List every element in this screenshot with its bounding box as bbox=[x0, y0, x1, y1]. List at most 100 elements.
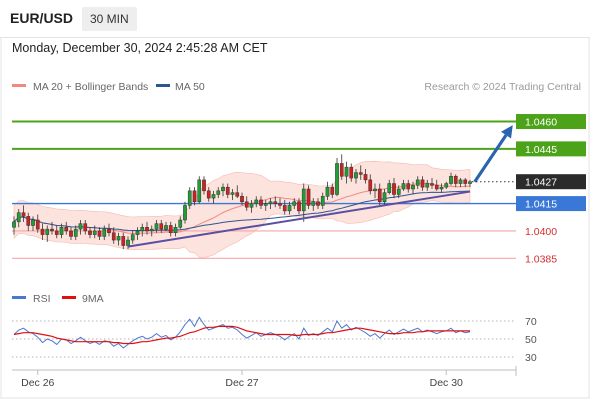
candle-48 bbox=[240, 192, 244, 206]
candle-body bbox=[420, 179, 425, 188]
trendline-layer bbox=[127, 125, 513, 248]
current-price-label: 1.0427 bbox=[525, 177, 557, 189]
candle-81 bbox=[396, 185, 401, 199]
rsi-tick-label-2: 30 bbox=[525, 352, 537, 364]
candle-body bbox=[159, 223, 164, 230]
legend-ma50-label: MA 50 bbox=[175, 81, 205, 93]
candle-body bbox=[278, 203, 282, 206]
candle-71 bbox=[349, 163, 354, 182]
candle-body bbox=[35, 219, 40, 230]
candle-body bbox=[31, 219, 35, 226]
candle-16 bbox=[88, 227, 92, 239]
candle-32 bbox=[164, 221, 168, 231]
candle-body bbox=[192, 190, 197, 203]
candle-4 bbox=[31, 216, 35, 231]
candle-95 bbox=[463, 178, 468, 188]
candle-body bbox=[211, 194, 216, 199]
candle-body bbox=[449, 175, 453, 184]
candle-72 bbox=[354, 168, 358, 184]
candle-body bbox=[164, 225, 168, 230]
candle-59 bbox=[292, 198, 297, 210]
candle-body bbox=[387, 183, 392, 193]
candle-body bbox=[225, 186, 230, 195]
candle-body bbox=[382, 192, 387, 203]
candle-77 bbox=[377, 183, 382, 206]
candle-body bbox=[377, 188, 382, 203]
pivot-label-2: 1.0415 bbox=[525, 199, 557, 211]
timeframe-badge[interactable]: 30 MIN bbox=[82, 7, 137, 31]
support-label-3: 1.0400 bbox=[525, 226, 557, 238]
candle-54 bbox=[268, 198, 273, 210]
rsi-panel: 70 50 30 bbox=[12, 316, 537, 364]
candle-69 bbox=[339, 154, 344, 180]
candle-body bbox=[411, 185, 415, 190]
candle-body bbox=[325, 186, 330, 197]
candle-56 bbox=[278, 198, 282, 210]
candle-body bbox=[311, 201, 316, 206]
x-tick-label-2: Dec 30 bbox=[430, 377, 463, 389]
candle-body bbox=[12, 221, 16, 228]
price-tags: 1.0460 1.0445 1.0415 1.0400 1.0385 1.0427 bbox=[472, 114, 586, 265]
candle-body bbox=[301, 188, 306, 212]
candle-84 bbox=[411, 181, 415, 195]
candle-body bbox=[297, 201, 301, 212]
candle-body bbox=[468, 181, 472, 184]
candle-44 bbox=[221, 183, 225, 197]
candle-21 bbox=[111, 227, 116, 244]
candle-body bbox=[439, 186, 444, 190]
candle-42 bbox=[211, 190, 216, 204]
candle-body bbox=[197, 179, 202, 203]
candle-80 bbox=[392, 178, 396, 199]
candle-88 bbox=[430, 178, 434, 189]
candle-body bbox=[59, 227, 64, 235]
candle-body bbox=[88, 230, 92, 235]
candle-17 bbox=[92, 225, 97, 239]
candle-9 bbox=[54, 225, 59, 239]
candle-52 bbox=[259, 196, 263, 210]
rsi-line bbox=[13, 316, 471, 349]
candle-67 bbox=[330, 183, 335, 199]
candle-body bbox=[216, 190, 221, 195]
symbol-title: EUR/USD bbox=[10, 10, 74, 26]
candle-body bbox=[21, 212, 26, 217]
candle-body bbox=[287, 205, 292, 212]
candle-76 bbox=[373, 183, 377, 199]
candle-body bbox=[45, 228, 50, 235]
rsi-tick-label-1: 50 bbox=[525, 334, 537, 346]
bollinger-band-area bbox=[13, 160, 471, 259]
candle-body bbox=[368, 179, 373, 192]
candle-body bbox=[415, 179, 420, 186]
candle-36 bbox=[183, 201, 187, 224]
candle-50 bbox=[249, 199, 254, 213]
candle-body bbox=[282, 205, 287, 212]
candle-body bbox=[406, 183, 411, 190]
candle-body bbox=[463, 179, 468, 184]
candle-39 bbox=[197, 176, 202, 204]
forecast-arrow-head bbox=[501, 125, 513, 139]
candle-body bbox=[263, 203, 268, 206]
candle-87 bbox=[425, 179, 430, 191]
candle-33 bbox=[168, 221, 173, 237]
candle-10 bbox=[59, 223, 64, 239]
candle-35 bbox=[178, 216, 183, 230]
candle-body bbox=[444, 183, 449, 188]
candle-46 bbox=[230, 189, 235, 200]
candle-body bbox=[401, 183, 406, 190]
candle-body bbox=[187, 190, 192, 206]
candle-31 bbox=[159, 220, 164, 233]
forecast-arrow-shaft bbox=[473, 134, 508, 183]
candle-body bbox=[396, 188, 401, 195]
legend-rsi-label: RSI bbox=[33, 293, 51, 305]
candle-37 bbox=[187, 187, 192, 210]
candle-body bbox=[173, 227, 178, 234]
resistance-tag-0 bbox=[516, 114, 586, 130]
candle-75 bbox=[368, 174, 373, 195]
candle-11 bbox=[64, 221, 69, 235]
candle-body bbox=[344, 166, 349, 177]
candle-92 bbox=[449, 172, 453, 186]
candle-body bbox=[135, 230, 140, 235]
candle-body bbox=[430, 183, 434, 186]
candle-body bbox=[349, 166, 354, 179]
candle-body bbox=[392, 183, 396, 195]
candle-18 bbox=[97, 227, 102, 241]
